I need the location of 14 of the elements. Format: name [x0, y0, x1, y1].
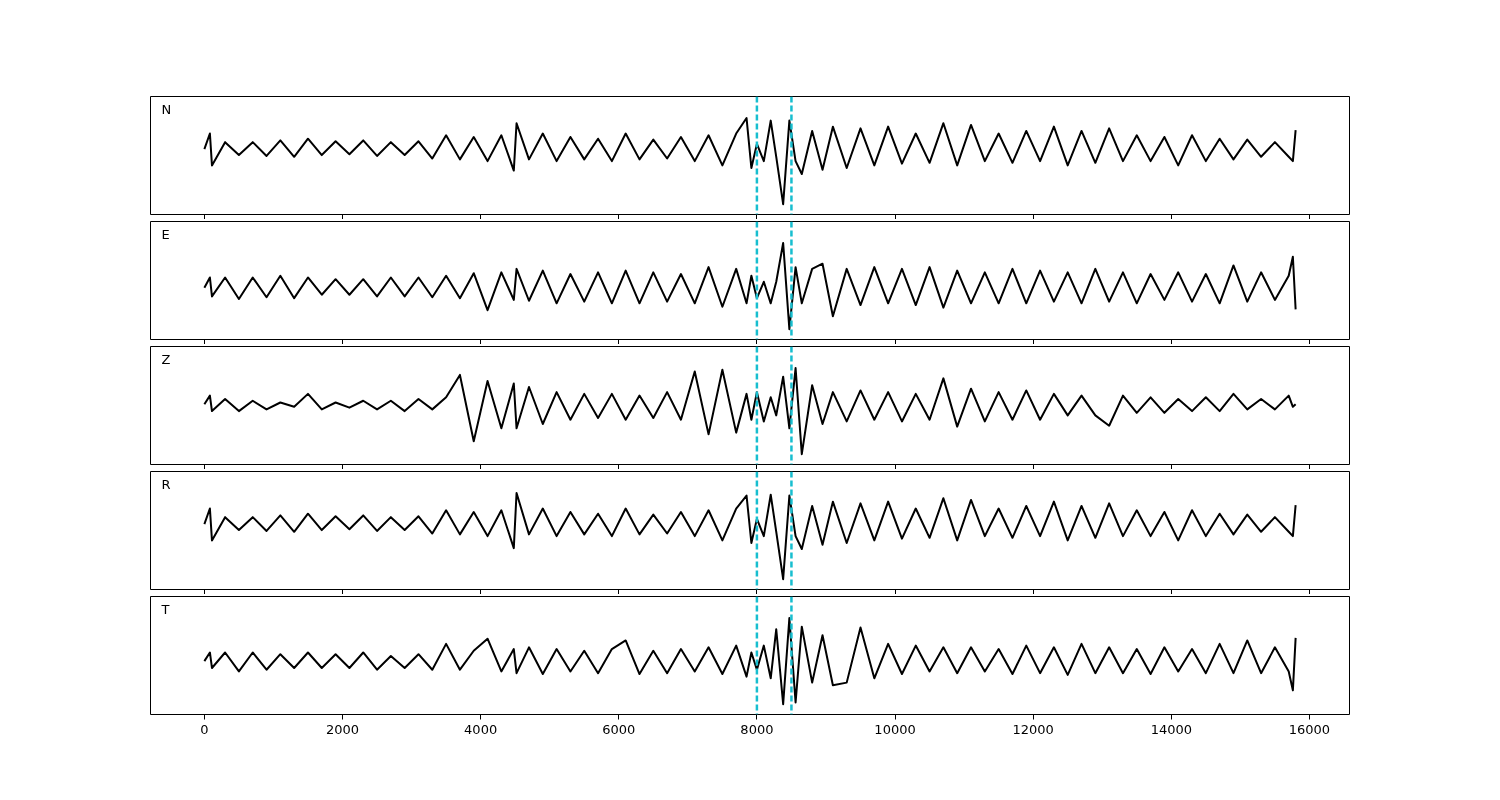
- chart-title: Z: [161, 351, 171, 367]
- chart-title: E: [161, 226, 170, 242]
- x-tick-label: 14000: [1150, 721, 1192, 737]
- x-tick-label: 10000: [874, 721, 916, 737]
- x-tick-label: 8000: [740, 721, 774, 737]
- x-tick-label: 6000: [602, 721, 636, 737]
- x-tick-label: 12000: [1012, 721, 1054, 737]
- x-tick-label: 0: [200, 721, 209, 737]
- chart-title: T: [160, 601, 170, 617]
- x-tick-label: 4000: [464, 721, 498, 737]
- x-tick-label: 16000: [1288, 721, 1331, 737]
- x-tick-label: 2000: [325, 721, 360, 737]
- chart-title: N: [161, 101, 172, 117]
- chart-title: R: [161, 476, 171, 492]
